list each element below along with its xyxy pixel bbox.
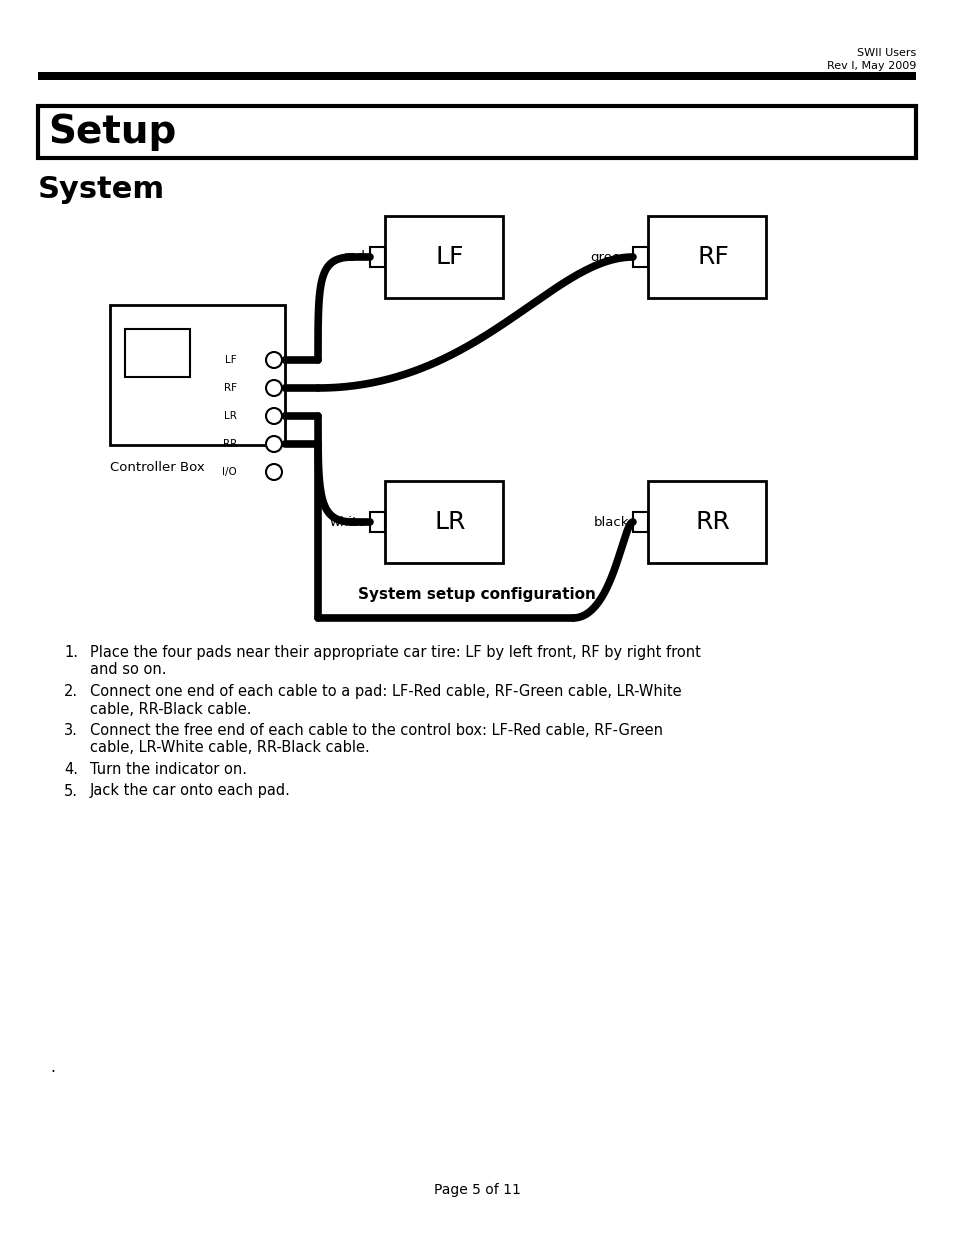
Text: .: . bbox=[50, 1060, 55, 1074]
Text: Place the four pads near their appropriate car tire: LF by left front, RF by rig: Place the four pads near their appropria… bbox=[90, 645, 700, 659]
Text: System: System bbox=[38, 175, 165, 204]
Text: white: white bbox=[329, 515, 366, 529]
Text: RF: RF bbox=[697, 245, 728, 269]
Bar bbox=[633, 513, 647, 532]
Text: 4.: 4. bbox=[64, 762, 78, 777]
Text: red: red bbox=[344, 251, 366, 263]
Circle shape bbox=[266, 380, 282, 396]
Text: Turn the indicator on.: Turn the indicator on. bbox=[90, 762, 247, 777]
Text: Connect one end of each cable to a pad: LF-Red cable, RF-Green cable, LR-White: Connect one end of each cable to a pad: … bbox=[90, 684, 680, 699]
Text: Controller Box: Controller Box bbox=[110, 461, 205, 474]
Text: 1.: 1. bbox=[64, 645, 78, 659]
Circle shape bbox=[266, 436, 282, 452]
Text: RF: RF bbox=[224, 383, 236, 393]
Text: and so on.: and so on. bbox=[90, 662, 167, 678]
Text: Setup: Setup bbox=[48, 112, 176, 151]
Bar bbox=[370, 247, 385, 267]
Bar bbox=[125, 329, 190, 377]
Text: Rev I, May 2009: Rev I, May 2009 bbox=[825, 61, 915, 70]
Bar bbox=[38, 106, 915, 158]
Text: black: black bbox=[593, 515, 628, 529]
Text: System setup configuration: System setup configuration bbox=[357, 587, 596, 601]
Text: 3.: 3. bbox=[64, 722, 78, 739]
Text: RR: RR bbox=[222, 438, 236, 450]
Bar bbox=[647, 216, 765, 298]
Bar bbox=[385, 216, 502, 298]
Text: LR: LR bbox=[434, 510, 465, 534]
Bar bbox=[370, 513, 385, 532]
Text: cable, LR-White cable, RR-Black cable.: cable, LR-White cable, RR-Black cable. bbox=[90, 741, 370, 756]
Text: green: green bbox=[590, 251, 628, 263]
Text: Connect the free end of each cable to the control box: LF-Red cable, RF-Green: Connect the free end of each cable to th… bbox=[90, 722, 662, 739]
Circle shape bbox=[266, 408, 282, 424]
Text: 5.: 5. bbox=[64, 783, 78, 799]
Text: SWII Users: SWII Users bbox=[856, 48, 915, 58]
Circle shape bbox=[266, 464, 282, 480]
Circle shape bbox=[266, 352, 282, 368]
Bar bbox=[385, 480, 502, 563]
Text: LF: LF bbox=[225, 354, 236, 366]
Bar bbox=[38, 72, 915, 80]
Text: RR: RR bbox=[695, 510, 730, 534]
Text: Jack the car onto each pad.: Jack the car onto each pad. bbox=[90, 783, 291, 799]
Text: Page 5 of 11: Page 5 of 11 bbox=[433, 1183, 520, 1197]
Text: cable, RR-Black cable.: cable, RR-Black cable. bbox=[90, 701, 252, 716]
Bar bbox=[110, 305, 285, 445]
Text: I/O: I/O bbox=[222, 467, 236, 477]
Text: LR: LR bbox=[224, 411, 236, 421]
Bar bbox=[647, 480, 765, 563]
Text: 2.: 2. bbox=[64, 684, 78, 699]
Bar bbox=[633, 247, 647, 267]
Text: LF: LF bbox=[436, 245, 464, 269]
